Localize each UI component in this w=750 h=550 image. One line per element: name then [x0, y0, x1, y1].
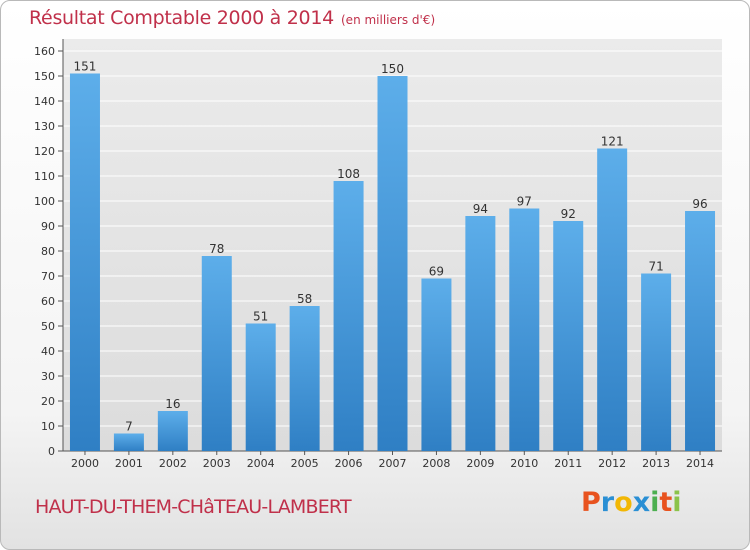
y-tick-label: 140 [34, 95, 55, 108]
y-tick-label: 100 [34, 195, 55, 208]
bar [597, 148, 628, 451]
data-label: 16 [165, 397, 180, 411]
bar [641, 273, 672, 451]
bar [69, 73, 100, 451]
bar [465, 216, 496, 451]
x-tick-label: 2006 [335, 457, 363, 470]
y-tick-label: 110 [34, 170, 55, 183]
bar [289, 306, 320, 451]
data-label: 71 [648, 260, 663, 274]
logo-letter: P [581, 487, 601, 518]
bar [201, 256, 232, 451]
x-tick-label: 2011 [554, 457, 582, 470]
logo-letter: i [650, 487, 660, 518]
proxiti-logo: Proxiti [581, 487, 682, 518]
x-tick-label: 2001 [115, 457, 143, 470]
data-label: 151 [74, 60, 97, 74]
data-label: 121 [601, 135, 624, 149]
y-tick-label: 70 [41, 270, 55, 283]
data-label: 92 [561, 207, 576, 221]
logo-letter: r [600, 487, 615, 518]
x-tick-label: 2005 [291, 457, 319, 470]
bar [245, 323, 276, 451]
bar [553, 221, 584, 451]
x-tick-label: 2000 [71, 457, 99, 470]
y-tick-label: 50 [41, 320, 55, 333]
x-tick-label: 2004 [247, 457, 275, 470]
commune-name: HAUT-DU-THEM-CHâTEAU-LAMBERT [35, 496, 352, 518]
data-label: 150 [381, 62, 404, 76]
logo-letter: i [672, 487, 682, 518]
data-label: 78 [209, 242, 224, 256]
x-tick-label: 2008 [422, 457, 450, 470]
bar [685, 211, 716, 451]
y-tick-label: 60 [41, 295, 55, 308]
x-tick-label: 2014 [686, 457, 714, 470]
bar [157, 411, 188, 451]
y-tick-label: 30 [41, 370, 55, 383]
data-label: 94 [473, 202, 488, 216]
bar [421, 278, 452, 451]
bar [377, 76, 408, 451]
data-label: 7 [125, 420, 133, 434]
bar [333, 181, 364, 451]
x-tick-label: 2012 [598, 457, 626, 470]
y-tick-label: 20 [41, 395, 55, 408]
y-tick-label: 90 [41, 220, 55, 233]
data-label: 51 [253, 310, 268, 324]
logo-letter: o [614, 487, 633, 518]
y-tick-label: 80 [41, 245, 55, 258]
data-label: 69 [429, 265, 444, 279]
bar [509, 208, 540, 451]
data-label: 108 [337, 167, 360, 181]
logo-letter: t [659, 487, 673, 518]
data-label: 58 [297, 292, 312, 306]
x-tick-label: 2003 [203, 457, 231, 470]
chart-title: Résultat Comptable 2000 à 2014 [29, 7, 334, 29]
chart-subtitle: (en milliers d'€) [341, 13, 436, 27]
y-tick-label: 120 [34, 145, 55, 158]
x-tick-label: 2002 [159, 457, 187, 470]
y-tick-label: 160 [34, 45, 55, 58]
y-tick-label: 150 [34, 70, 55, 83]
x-tick-label: 2007 [379, 457, 407, 470]
y-tick-label: 0 [48, 445, 55, 458]
x-tick-label: 2009 [466, 457, 494, 470]
data-label: 97 [517, 195, 532, 209]
logo-letter: x [632, 487, 651, 518]
bar [113, 433, 144, 451]
x-tick-label: 2013 [642, 457, 670, 470]
y-tick-label: 40 [41, 345, 55, 358]
data-label: 96 [692, 197, 707, 211]
y-tick-label: 10 [41, 420, 55, 433]
y-tick-label: 130 [34, 120, 55, 133]
x-tick-label: 2010 [510, 457, 538, 470]
